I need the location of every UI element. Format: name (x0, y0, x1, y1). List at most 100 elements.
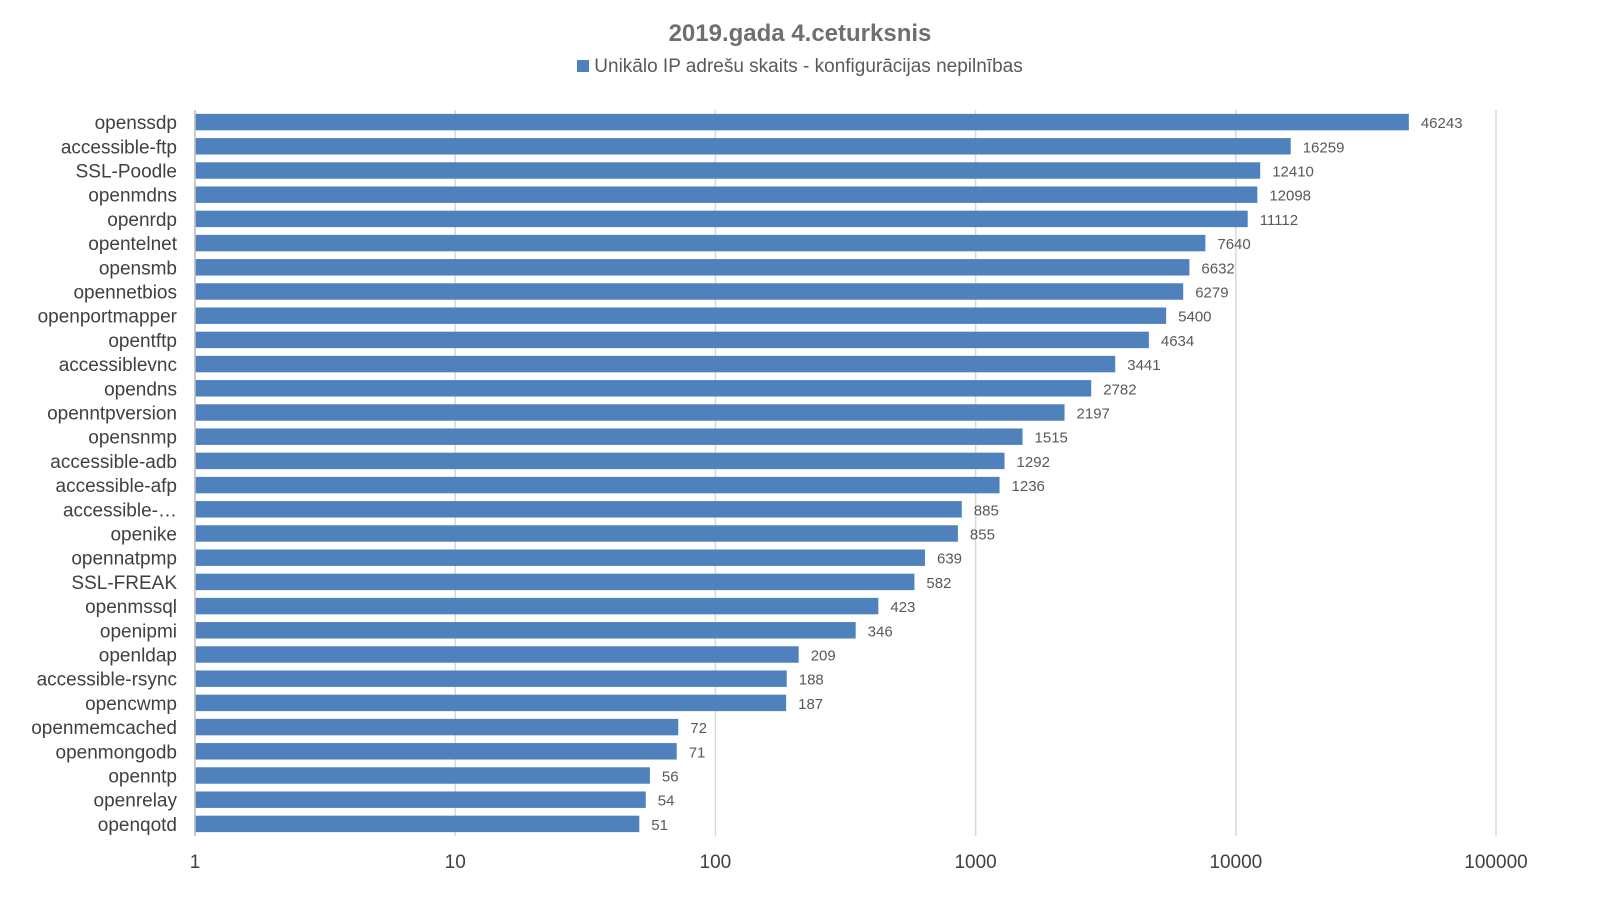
data-label: 639 (937, 551, 962, 568)
category-label: openmongodb (56, 742, 178, 763)
data-label: 7640 (1217, 236, 1250, 253)
category-label: openportmapper (38, 307, 178, 328)
bar (195, 404, 1065, 421)
data-label: 2782 (1103, 381, 1136, 398)
data-label: 56 (662, 769, 679, 786)
bar (195, 815, 640, 833)
bar (195, 307, 1167, 324)
data-label: 54 (658, 793, 675, 810)
data-label: 885 (974, 502, 999, 519)
data-label: 72 (690, 720, 707, 737)
category-label: opendns (104, 379, 177, 400)
data-label: 4634 (1161, 333, 1194, 350)
data-label: 855 (970, 527, 995, 544)
bar (195, 210, 1248, 228)
data-label: 1236 (1012, 478, 1045, 495)
data-label: 12410 (1272, 164, 1314, 181)
category-label: accessible-afp (56, 476, 177, 497)
data-label: 423 (890, 599, 915, 616)
category-label: opensnmp (88, 428, 177, 449)
category-label: openrelay (94, 791, 178, 812)
x-tick-label: 10 (445, 852, 466, 873)
category-label: accessible-adb (50, 452, 177, 473)
category-label: accessible-ftp (61, 137, 177, 158)
bar (195, 452, 1005, 470)
bar (195, 597, 879, 615)
data-label: 1515 (1035, 430, 1068, 447)
data-label: 51 (651, 817, 668, 834)
category-label: accessible-rsync (37, 670, 177, 691)
data-label: 582 (926, 575, 951, 592)
category-label: opencwmp (85, 694, 177, 715)
bar (195, 549, 925, 566)
category-label: openrdp (107, 210, 177, 231)
bar (195, 525, 958, 542)
x-tick-label: 1 (190, 852, 201, 873)
data-label: 12098 (1269, 188, 1311, 205)
bar (195, 476, 1000, 494)
bar (195, 283, 1184, 300)
category-label: opennetbios (73, 283, 177, 304)
data-label: 188 (799, 672, 824, 689)
data-label: 2197 (1077, 406, 1110, 423)
category-label: openqotd (98, 815, 177, 836)
category-label: openntp (108, 767, 177, 788)
category-label: openmemcached (31, 718, 177, 739)
category-label: SSL-FREAK (71, 573, 177, 594)
category-label: opennatpmp (71, 549, 177, 570)
data-label: 209 (811, 648, 836, 665)
chart-title: 2019.gada 4.ceturksnis (668, 20, 932, 47)
data-label: 187 (798, 696, 823, 713)
category-label: openike (110, 525, 177, 546)
data-label: 11112 (1260, 212, 1298, 229)
legend-swatch (577, 60, 590, 72)
data-label: 1292 (1017, 454, 1050, 471)
bar (195, 138, 1291, 155)
bar (195, 670, 787, 687)
bar (195, 694, 787, 712)
bar (195, 791, 646, 808)
x-tick-label: 10000 (1209, 852, 1262, 873)
category-label: accessiblevnc (59, 355, 177, 376)
bar (195, 767, 650, 784)
category-label: openmdns (88, 186, 177, 207)
bar (195, 113, 1409, 131)
bar (195, 646, 799, 663)
data-label: 346 (868, 623, 893, 640)
legend-label: Unikālo IP adrešu skaits - konfigurācija… (594, 56, 1023, 77)
data-label: 6279 (1195, 285, 1228, 302)
bar (195, 186, 1258, 203)
bar (195, 162, 1261, 179)
category-label: opentelnet (88, 234, 177, 255)
bar (195, 573, 915, 591)
data-label: 71 (689, 744, 706, 761)
chart-legend: Unikālo IP adrešu skaits - konfigurācija… (0, 56, 1600, 78)
data-label: 16259 (1303, 139, 1345, 156)
bar (195, 380, 1092, 397)
data-label: 46243 (1421, 115, 1463, 132)
category-label: opensmb (99, 258, 177, 279)
data-label: 5400 (1178, 309, 1211, 326)
category-label: openntpversion (47, 404, 177, 425)
bar (195, 743, 677, 760)
bar (195, 355, 1116, 373)
bar (195, 501, 962, 518)
bar (195, 428, 1023, 445)
category-label: SSL-Poodle (76, 162, 177, 183)
bar (195, 259, 1190, 276)
data-label: 6632 (1201, 260, 1234, 277)
bar (195, 331, 1149, 349)
category-label: openssdp (95, 113, 177, 134)
x-tick-label: 100000 (1464, 852, 1527, 873)
bar (195, 234, 1206, 252)
category-label: openmssql (85, 597, 177, 618)
bar (195, 622, 856, 639)
x-tick-label: 100 (700, 852, 732, 873)
category-label: opentftp (108, 331, 177, 352)
category-label: accessible-… (63, 500, 177, 521)
category-label: openldap (99, 646, 177, 667)
x-tick-label: 1000 (954, 852, 996, 873)
category-label: openipmi (100, 621, 177, 642)
